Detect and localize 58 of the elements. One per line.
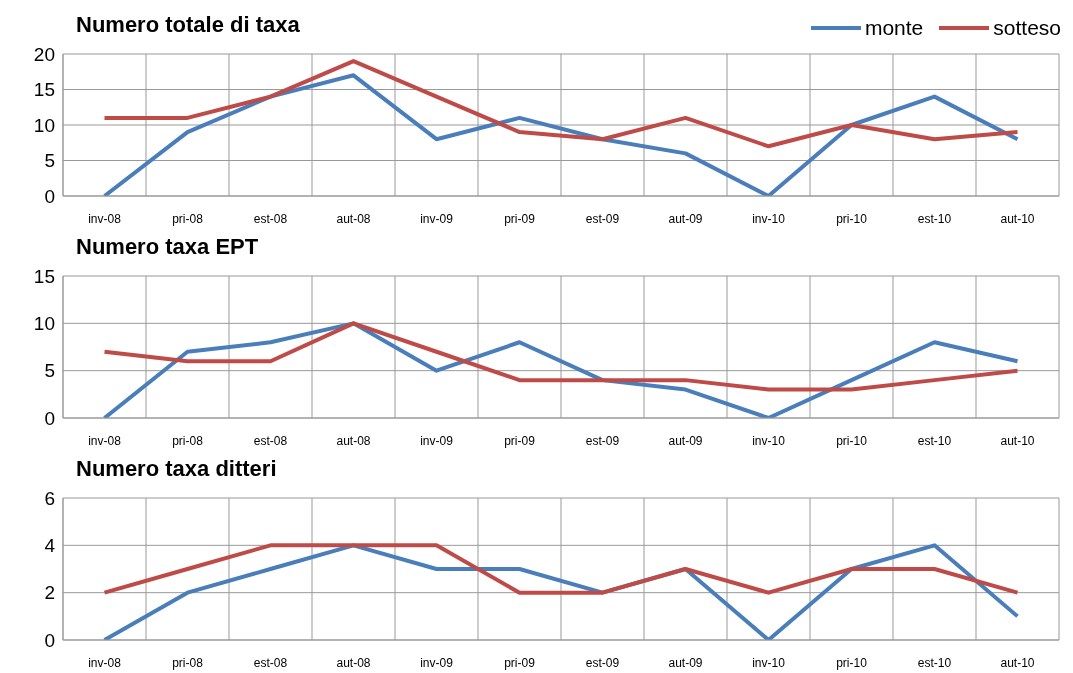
y-tick-label: 0 (44, 629, 55, 651)
x-tick-label: aut-08 (336, 655, 371, 670)
line-series (102, 321, 1020, 392)
x-tick-label: aut-09 (668, 655, 703, 670)
x-tick-label: aut-09 (668, 211, 703, 226)
x-tick-label: est-10 (917, 433, 952, 448)
x-tick-label: pri-09 (504, 211, 536, 226)
x-tick-label: est-08 (253, 433, 288, 448)
x-tick-label: inv-09 (420, 655, 454, 670)
legend-label: sotteso (993, 16, 1061, 40)
y-tick-label: 10 (33, 114, 55, 136)
y-tick-label: 15 (33, 265, 55, 287)
x-tick-label: inv-08 (88, 655, 122, 670)
y-tick-label: 10 (33, 313, 55, 335)
x-tick-label: est-08 (253, 211, 288, 226)
x-tick-label: est-10 (917, 211, 952, 226)
x-tick-label: aut-08 (336, 211, 371, 226)
x-tick-label: est-09 (585, 433, 620, 448)
x-tick-label: inv-08 (88, 433, 122, 448)
chart-title: Numero taxa ditteri (76, 456, 277, 482)
x-tick-label: pri-10 (836, 655, 868, 670)
x-tick-label: inv-10 (752, 433, 786, 448)
y-tick-label: 6 (44, 487, 55, 509)
x-tick-label: pri-09 (504, 433, 536, 448)
x-tick-label: est-09 (585, 655, 620, 670)
x-tick-label: aut-10 (1000, 655, 1035, 670)
y-tick-label: 2 (44, 582, 55, 604)
x-tick-label: aut-08 (336, 433, 371, 448)
x-tick-label: est-10 (917, 655, 952, 670)
x-tick-label: inv-09 (420, 433, 454, 448)
x-tick-label: aut-10 (1000, 433, 1035, 448)
x-tick-label: aut-09 (668, 433, 703, 448)
x-tick-label: pri-10 (836, 211, 868, 226)
line-series (102, 321, 1020, 418)
chart-title: Numero totale di taxa (76, 12, 300, 38)
x-tick-label: inv-08 (88, 211, 122, 226)
y-tick-label: 0 (44, 185, 55, 207)
chart-title: Numero taxa EPT (76, 234, 259, 260)
x-tick-label: pri-08 (172, 211, 204, 226)
x-tick-label: pri-08 (172, 655, 204, 670)
y-tick-label: 20 (33, 43, 55, 65)
legend-label: monte (864, 16, 924, 40)
y-tick-label: 0 (44, 407, 55, 429)
y-tick-label: 5 (44, 150, 55, 172)
x-tick-label: inv-10 (752, 211, 786, 226)
x-tick-label: inv-09 (420, 211, 454, 226)
y-tick-label: 5 (44, 360, 55, 382)
y-tick-label: 4 (44, 535, 56, 557)
x-tick-label: pri-08 (172, 433, 204, 448)
line-series (102, 59, 1020, 149)
y-tick-label: 15 (33, 79, 55, 101)
x-tick-label: aut-10 (1000, 211, 1035, 226)
x-tick-label: pri-10 (836, 433, 868, 448)
x-tick-label: pri-09 (504, 655, 536, 670)
x-tick-label: est-09 (585, 211, 620, 226)
line-series (102, 73, 1020, 196)
x-tick-label: est-08 (253, 655, 288, 670)
x-tick-label: inv-10 (752, 655, 786, 670)
